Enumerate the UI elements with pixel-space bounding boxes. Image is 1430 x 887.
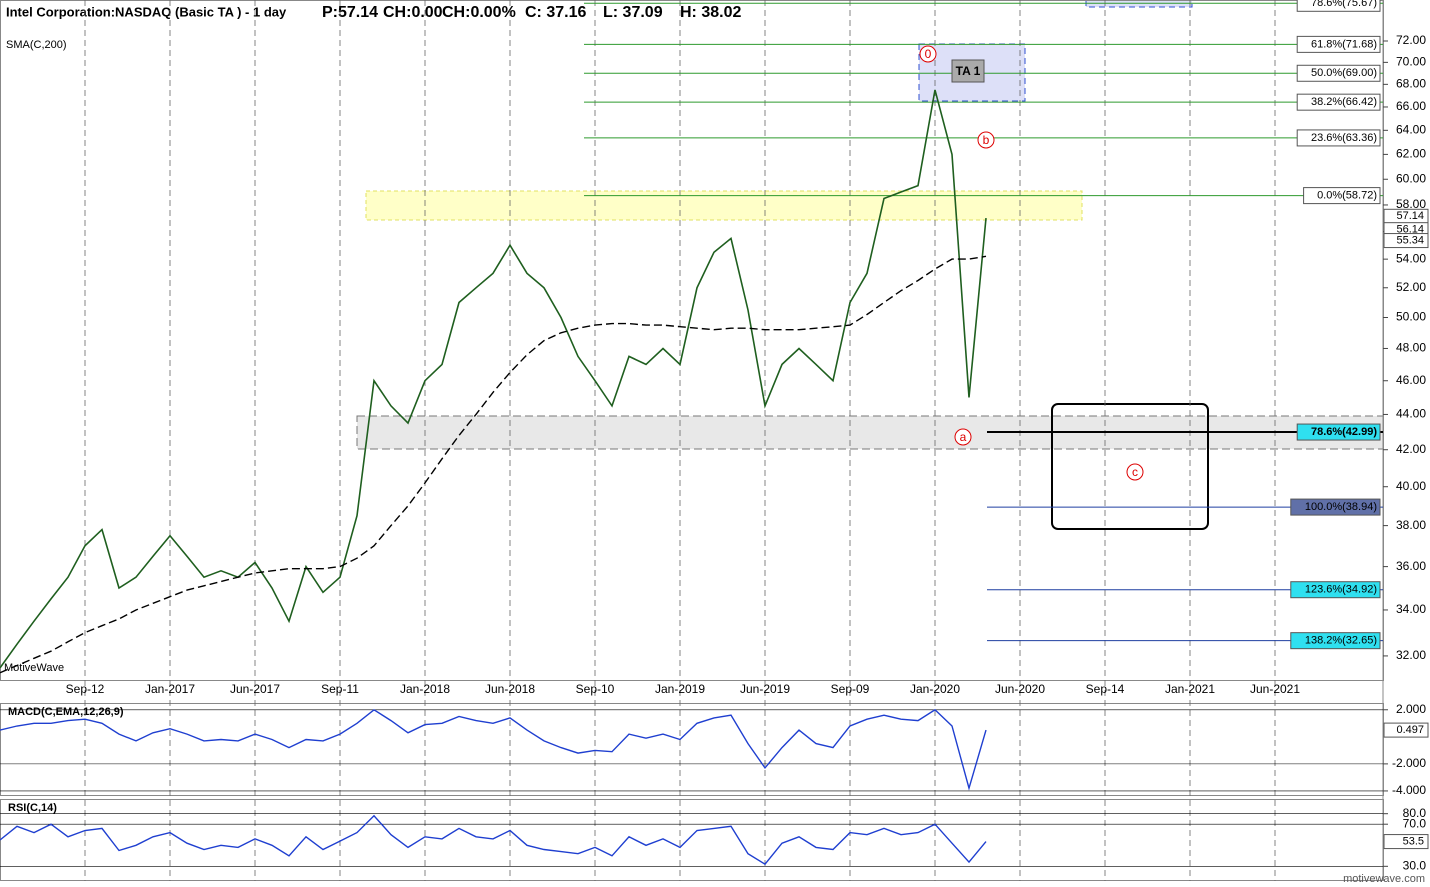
header-stat: CH:0.00%	[442, 4, 516, 21]
header-stat: C: 37.16	[525, 4, 586, 21]
header-stat: L: 37.09	[603, 4, 663, 21]
y-tick-label: 80.0	[1403, 806, 1427, 820]
y-tick-label: 30.0	[1403, 858, 1427, 872]
y-tick-label: 66.00	[1396, 99, 1426, 113]
header-stat: P:57.14	[322, 4, 378, 21]
y-tick-label: 38.00	[1396, 518, 1426, 532]
fib-label-box	[1290, 581, 1381, 599]
y-tick-label: -4.000	[1392, 783, 1426, 797]
fib-label: 38.2%(66.42)	[1311, 96, 1377, 108]
y-tick-label: 62.00	[1396, 147, 1426, 161]
y-tick-label: 70.00	[1396, 55, 1426, 69]
fib-label-box	[1296, 423, 1381, 441]
ta-box	[951, 59, 985, 83]
panel-title: RSI(C,14)	[8, 802, 57, 814]
fib-label: 100.0%(38.94)	[1305, 501, 1377, 513]
y-tick-label: 72.00	[1396, 33, 1426, 47]
wave-marker	[919, 45, 937, 63]
chart-title: Intel Corporation:NASDAQ (Basic TA ) - 1…	[6, 4, 287, 19]
y-tick-label: 46.00	[1396, 373, 1426, 387]
x-tick-label: Jan-2021	[1165, 682, 1215, 696]
fib-label-box	[1296, 35, 1381, 53]
fib-label-box	[1296, 0, 1381, 12]
wave-marker	[977, 131, 995, 149]
header-stat: H: 38.02	[680, 4, 741, 21]
legend-entry: SMA(C,200)	[6, 39, 67, 51]
x-tick-label: Jan-2017	[145, 682, 195, 696]
x-tick-label: Sep-12	[66, 682, 105, 696]
series-line	[0, 255, 987, 674]
fib-label-box	[1296, 93, 1381, 111]
x-tick-label: Jan-2020	[910, 682, 960, 696]
value-tag	[1383, 233, 1429, 249]
wave-label: TA 1	[956, 64, 981, 78]
fib-label: 123.6%(34.92)	[1305, 584, 1377, 596]
series-line	[0, 814, 987, 866]
x-tick-label: Sep-10	[576, 682, 615, 696]
fib-label: 23.6%(63.36)	[1311, 132, 1377, 144]
panel-title: MACD(C,EMA,12,26,9)	[8, 706, 124, 718]
value-tag-label: 57.14	[1396, 210, 1424, 222]
x-tick-label: Jun-2019	[740, 682, 790, 696]
y-tick-label: 54.00	[1396, 251, 1426, 265]
y-tick-label: 44.00	[1396, 407, 1426, 421]
x-tick-label: Jan-2018	[400, 682, 450, 696]
x-tick-label: Jun-2017	[230, 682, 280, 696]
y-tick-label: -2.000	[1392, 756, 1426, 770]
fib-label-box	[1296, 64, 1381, 82]
y-tick-label: 40.00	[1396, 479, 1426, 493]
fib-label: 0.0%(58.72)	[1317, 190, 1377, 202]
header-stat: CH:0.00	[383, 4, 443, 21]
wave-label: 0	[925, 47, 932, 61]
fib-label-box	[1290, 498, 1381, 516]
wave-marker	[954, 428, 972, 446]
fib-label: 78.6%(75.67)	[1311, 0, 1377, 9]
y-tick-label: 68.00	[1396, 77, 1426, 91]
fib-label-box	[1290, 632, 1381, 650]
y-tick-label: 52.00	[1396, 280, 1426, 294]
footer: motivewave.com	[1343, 873, 1425, 885]
value-tag-label: 56.14	[1396, 224, 1424, 236]
y-tick-label: 48.00	[1396, 341, 1426, 355]
y-tick-label: 42.00	[1396, 442, 1426, 456]
y-tick-label: 58.00	[1396, 197, 1426, 211]
wave-marker	[1126, 463, 1144, 481]
y-tick-label: 34.00	[1396, 602, 1426, 616]
x-tick-label: Sep-14	[1086, 682, 1125, 696]
fib-label: 50.0%(69.00)	[1311, 67, 1377, 79]
value-tag	[1383, 722, 1429, 738]
x-tick-label: Sep-11	[321, 682, 359, 696]
wave-label: b	[983, 133, 990, 147]
value-tag-label: 0.497	[1396, 724, 1424, 736]
x-tick-label: Jun-2018	[485, 682, 535, 696]
y-tick-label: 64.00	[1396, 122, 1426, 136]
y-tick-label: 50.00	[1396, 310, 1426, 324]
fib-label: 61.8%(71.68)	[1311, 38, 1377, 50]
value-tag	[1383, 834, 1429, 850]
watermark: MotiveWave	[4, 662, 64, 674]
fib-label: 138.2%(32.65)	[1305, 635, 1377, 647]
value-tag-label: 53.5	[1403, 835, 1424, 847]
series-line	[0, 89, 987, 669]
x-tick-label: Jun-2021	[1250, 682, 1300, 696]
y-tick-label: 70.0	[1403, 816, 1427, 830]
wave-label: c	[1132, 465, 1138, 479]
fib-label-box	[1296, 129, 1381, 147]
fib-label-box	[1303, 187, 1381, 205]
y-tick-label: 60.00	[1396, 171, 1426, 185]
y-tick-label: 32.00	[1396, 648, 1426, 662]
wave-c-box	[1051, 403, 1209, 530]
y-tick-label: 2.000	[1396, 702, 1426, 716]
y-tick-label: 36.00	[1396, 559, 1426, 573]
x-tick-label: Jun-2020	[995, 682, 1045, 696]
wave-label: a	[960, 430, 967, 444]
x-tick-label: Jan-2019	[655, 682, 705, 696]
value-tag-label: 55.34	[1396, 234, 1424, 246]
series-line	[0, 708, 987, 791]
x-tick-label: Sep-09	[831, 682, 870, 696]
fib-label: 78.6%(42.99)	[1311, 426, 1377, 438]
